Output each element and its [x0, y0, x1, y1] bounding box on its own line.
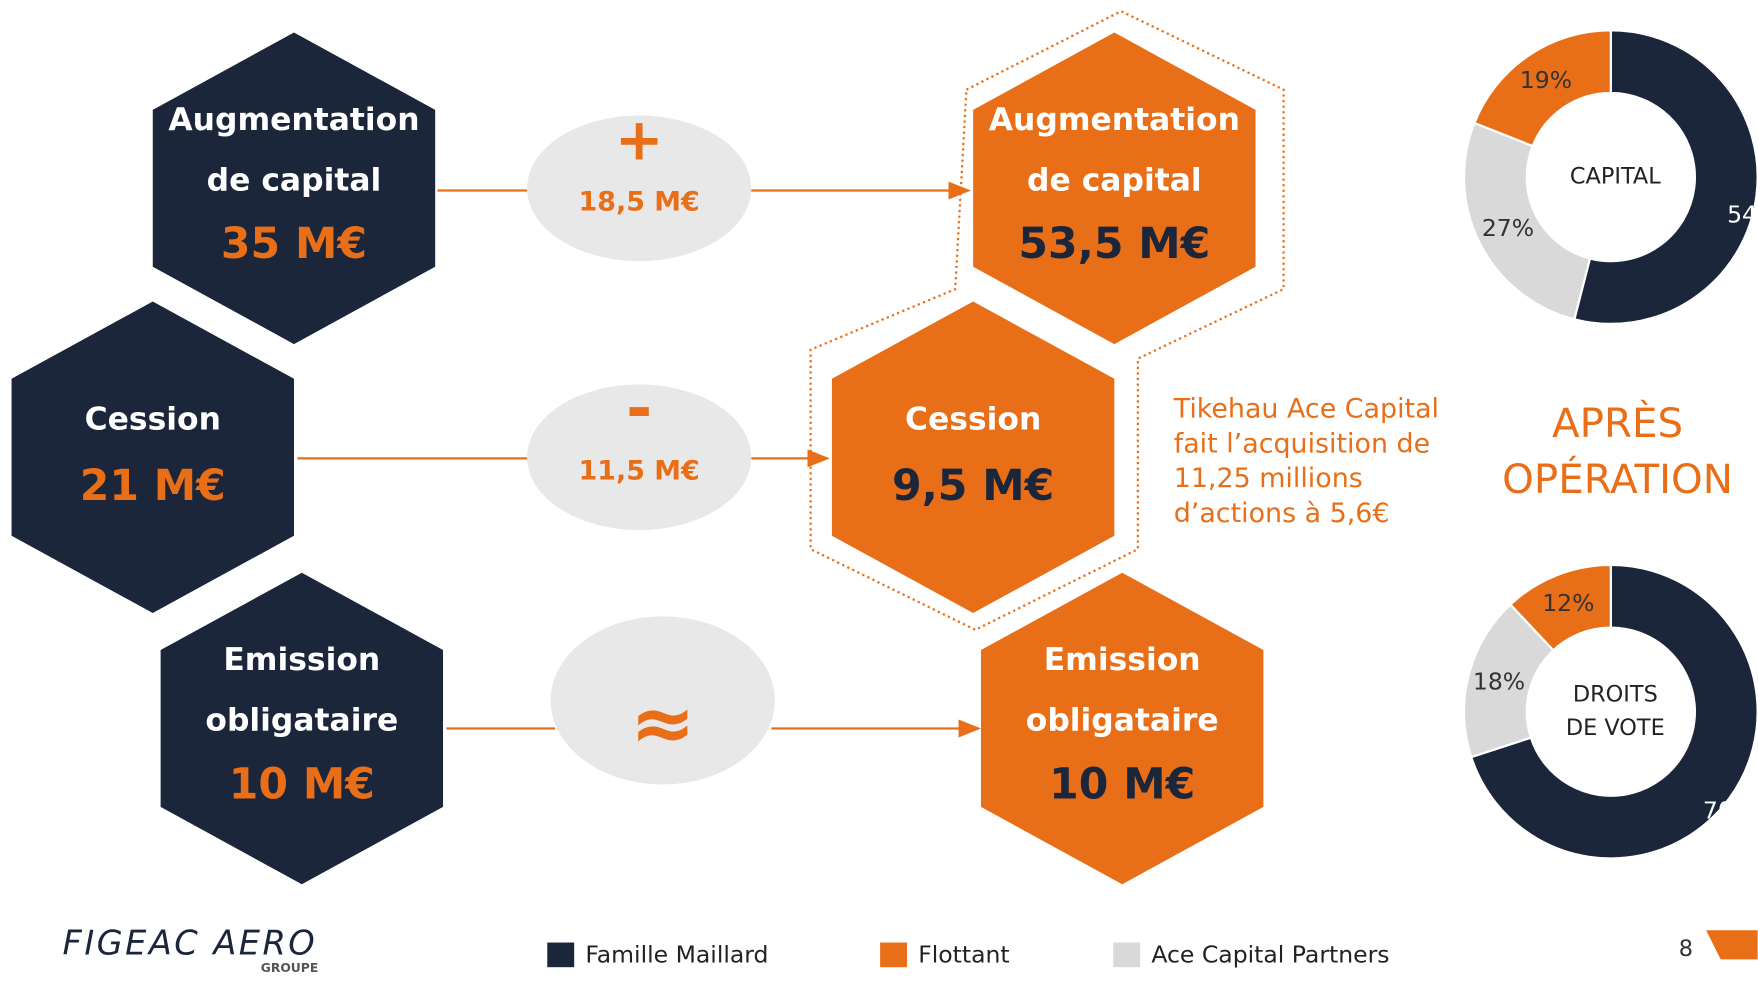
- hex-amount: 10 M€: [229, 759, 375, 809]
- hex-label: Emission: [1044, 642, 1201, 678]
- legend-swatch: [547, 942, 575, 968]
- hexagon: [973, 32, 1256, 345]
- hex-amount: 21 M€: [80, 461, 226, 511]
- operation-oval: [550, 616, 775, 785]
- hex-label: Augmentation: [989, 102, 1240, 138]
- slice-label: 19%: [1520, 66, 1572, 94]
- legend-swatch: [1113, 942, 1141, 968]
- hex-label: Augmentation: [168, 102, 419, 138]
- heading: APRÈS: [1552, 399, 1683, 447]
- slice-label: 54%: [1727, 201, 1758, 229]
- legend-swatch: [880, 942, 908, 968]
- hex-label: Cession: [905, 401, 1041, 437]
- note: d’actions à 5,6€: [1174, 498, 1390, 529]
- connectors: [297, 181, 981, 738]
- page-number: 8: [1679, 936, 1693, 962]
- operation-oval: [527, 384, 752, 531]
- donut-slice: [1469, 563, 1758, 860]
- hex-label: obligataire: [205, 703, 398, 739]
- operation-symbol: ≈: [630, 677, 696, 769]
- note: Tikehau Ace Capital: [1173, 394, 1439, 425]
- hexagon: [831, 301, 1115, 614]
- legend-label: Ace Capital Partners: [1151, 940, 1389, 968]
- slice-label: 18%: [1473, 667, 1525, 695]
- hex-label: obligataire: [1026, 703, 1219, 739]
- donut-slice: [1572, 29, 1758, 325]
- heading: OPÉRATION: [1502, 455, 1733, 503]
- corner-shape: [1706, 930, 1758, 960]
- logo-sub: GROUPE: [261, 961, 319, 975]
- hex-amount: 9,5 M€: [892, 461, 1054, 511]
- slice-label: 70%: [1703, 796, 1755, 824]
- note: fait l’acquisition de: [1174, 428, 1430, 459]
- legend-label: Famille Maillard: [585, 940, 768, 968]
- operation-amount: 11,5 M€: [579, 455, 700, 486]
- operation-symbol: +: [615, 106, 664, 174]
- hexagon: [152, 32, 436, 345]
- hex-label: de capital: [207, 163, 382, 199]
- legend-label: Flottant: [918, 940, 1009, 968]
- hex-label: Cession: [85, 401, 221, 437]
- hex-label: Emission: [223, 642, 380, 678]
- donut-title: DROITS: [1573, 681, 1658, 707]
- hex-amount: 10 M€: [1049, 759, 1195, 809]
- hex-amount: 35 M€: [221, 219, 367, 269]
- hexagon: [980, 572, 1264, 885]
- slice-label: 12%: [1542, 589, 1594, 617]
- logo: FIGEAC AERO: [63, 923, 315, 962]
- note: 11,25 millions: [1174, 463, 1363, 494]
- hexagon: [160, 572, 444, 885]
- donut-title: CAPITAL: [1570, 164, 1661, 190]
- hexagon: [11, 301, 294, 614]
- donut-slice: [1462, 603, 1555, 759]
- hex-amount: 53,5 M€: [1018, 219, 1210, 269]
- operation-symbol: -: [626, 372, 652, 445]
- hex-label: de capital: [1027, 163, 1202, 199]
- donut-title: DE VOTE: [1566, 715, 1665, 741]
- operation-amount: 18,5 M€: [579, 186, 700, 217]
- slice-label: 27%: [1482, 214, 1534, 242]
- operation-oval: [527, 115, 752, 262]
- donut-slice: [1462, 121, 1592, 321]
